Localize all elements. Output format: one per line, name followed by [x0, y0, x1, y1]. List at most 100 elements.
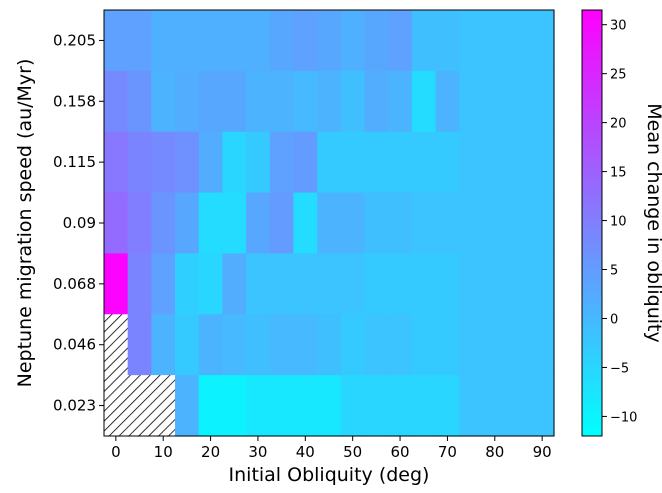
heatmap-cell: [127, 192, 152, 255]
colorbar-ticks: 30 25 20 15 10 5 0 −5 −10: [602, 19, 637, 425]
heatmap-cell: [246, 375, 271, 437]
heatmap-cell: [388, 314, 413, 376]
heatmap-cell: [530, 375, 555, 437]
heatmap-cell: [198, 70, 224, 133]
heatmap-cell: [175, 314, 200, 376]
heatmap-cell: [459, 10, 484, 72]
heatmap-cell: [317, 375, 342, 437]
heatmap-cell: [317, 10, 342, 72]
heatmap-cell: [246, 131, 271, 194]
colorbar-tick-label: 30: [610, 19, 627, 34]
heatmap-cell: [506, 131, 531, 194]
y-axis-label: Neptune migration speed (au/Myr): [14, 59, 36, 388]
heatmap-cell: [364, 192, 389, 255]
x-tick-label: 60: [391, 443, 410, 461]
heatmap-cell: [198, 10, 224, 72]
heatmap-cell: [269, 253, 295, 315]
heatmap-cell: [269, 70, 295, 133]
heatmap-cell: [293, 314, 318, 376]
heatmap-cell: [364, 253, 389, 315]
heatmap-cell: [198, 375, 224, 437]
heatmap-cell: [175, 70, 200, 133]
heatmap-cell: [435, 70, 460, 133]
heatmap-cell: [411, 375, 437, 437]
heatmap-cell: [222, 70, 247, 133]
heatmap-cell: [269, 314, 295, 376]
heatmap-cell: [506, 70, 531, 133]
heatmap-cell: [506, 10, 531, 72]
heatmap-cell: [506, 375, 531, 437]
heatmap-cell: [388, 10, 413, 72]
colorbar: [581, 9, 603, 437]
heatmap-cell: [269, 131, 295, 194]
heatmap-cell: [104, 192, 129, 255]
heatmap-cell: [151, 70, 176, 133]
colorbar-tick-label: 15: [610, 166, 627, 181]
heatmap-cell: [506, 253, 531, 315]
heatmap-cell: [530, 131, 555, 194]
heatmap-cell: [506, 314, 531, 376]
colorbar-tick-label: 10: [610, 215, 627, 230]
heatmap-cell: [151, 314, 176, 376]
colorbar-label: Mean change in obliquity: [643, 103, 662, 342]
heatmap-cell: [388, 131, 413, 194]
heatmap-cell: [411, 131, 437, 194]
heatmap-cell: [246, 314, 271, 376]
hatched-cell: [104, 375, 129, 437]
y-tick-label: 0.023: [53, 397, 96, 415]
heatmap-cell: [388, 253, 413, 315]
heatmap-cell: [530, 70, 555, 133]
heatmap-cell: [293, 70, 318, 133]
heatmap-cell: [411, 70, 437, 133]
heatmap-cell: [530, 192, 555, 255]
x-tick-label: 10: [154, 443, 173, 461]
heatmap-cell: [151, 192, 176, 255]
heatmap-cell: [435, 375, 460, 437]
heatmap-cell: [482, 314, 508, 376]
heatmap-cell: [151, 10, 176, 72]
heatmap-cell: [459, 314, 484, 376]
colorbar-tick-label: 5: [610, 264, 618, 279]
heatmap-cell: [293, 10, 318, 72]
heatmap-cell: [482, 10, 508, 72]
heatmap-cell: [246, 192, 271, 255]
heatmap-cell: [388, 70, 413, 133]
y-tick-label: 0.205: [53, 31, 96, 49]
heatmap-cell: [411, 10, 437, 72]
heatmap-cell: [340, 192, 366, 255]
heatmap-cell: [198, 131, 224, 194]
x-tick-label: 20: [201, 443, 220, 461]
x-axis-ticks: 0 10 20 30 40 50 60 70 80 90: [111, 436, 552, 461]
heatmap-cell: [340, 253, 366, 315]
heatmap-cell: [459, 70, 484, 133]
heatmap-cell: [364, 10, 389, 72]
colorbar-tick-label: 20: [610, 117, 627, 132]
heatmap-cell: [175, 10, 200, 72]
heatmap-cell: [459, 253, 484, 315]
heatmap-cell: [175, 375, 200, 437]
heatmap-cell: [364, 131, 389, 194]
heatmap-cell: [222, 253, 247, 315]
heatmap-cell: [459, 131, 484, 194]
heatmap-cell: [175, 131, 200, 194]
x-tick-label: 30: [248, 443, 267, 461]
colorbar-tick-label: 25: [610, 68, 627, 83]
heatmap-cell: [293, 131, 318, 194]
y-tick-label: 0.068: [53, 275, 96, 293]
heatmap-cell: [459, 375, 484, 437]
heatmap-cell: [317, 192, 342, 255]
heatmap-cell: [530, 314, 555, 376]
heatmap-cell: [317, 314, 342, 376]
heatmap-cell: [198, 314, 224, 376]
heatmap-cell: [435, 253, 460, 315]
heatmap-cell: [482, 70, 508, 133]
x-tick-label: 0: [111, 443, 121, 461]
heatmap-cell: [482, 192, 508, 255]
heatmap-cell: [246, 10, 271, 72]
heatmap-cell: [175, 253, 200, 315]
heatmap-cell: [530, 10, 555, 72]
heatmap-cell: [340, 70, 366, 133]
heatmap-cell: [411, 314, 437, 376]
hatched-cell: [104, 314, 129, 376]
